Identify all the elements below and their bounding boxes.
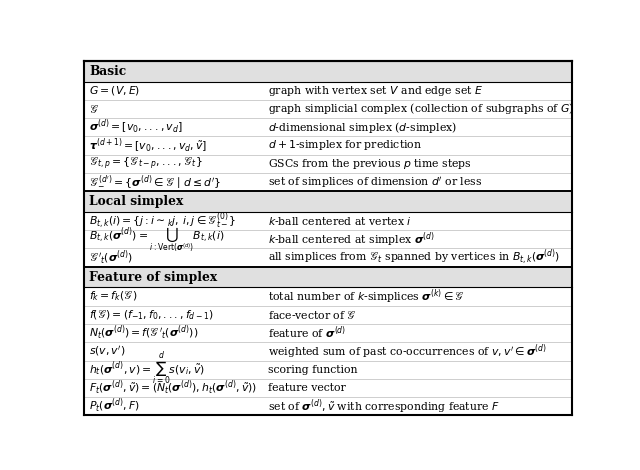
Bar xyxy=(84,306,572,324)
Text: $\mathscr{G}'_t(\boldsymbol{\sigma}^{(d)})$: $\mathscr{G}'_t(\boldsymbol{\sigma}^{(d)… xyxy=(89,249,133,266)
Text: weighted sum of past co-occurrences of $v, v' \in \boldsymbol{\sigma}^{(d)}$: weighted sum of past co-occurrences of $… xyxy=(269,342,547,361)
Text: set of $\boldsymbol{\sigma}^{(d)}, \tilde{v}$ with corresponding feature $F$: set of $\boldsymbol{\sigma}^{(d)}, \tild… xyxy=(269,397,500,415)
Text: graph simplicial complex (collection of subgraphs of $G$): graph simplicial complex (collection of … xyxy=(269,102,575,117)
Text: GSCs from the previous $p$ time steps: GSCs from the previous $p$ time steps xyxy=(269,157,472,171)
Text: $\boldsymbol{\sigma}^{(d)} = [v_0, ..., v_d]$: $\boldsymbol{\sigma}^{(d)} = [v_0, ..., … xyxy=(89,118,182,136)
Bar xyxy=(84,324,572,342)
Text: Basic: Basic xyxy=(89,65,126,78)
Text: $F_t(\boldsymbol{\sigma}^{(d)}, \tilde{v}) = (N_t(\boldsymbol{\sigma}^{(d)}), h_: $F_t(\boldsymbol{\sigma}^{(d)}, \tilde{v… xyxy=(89,379,257,397)
Text: Local simplex: Local simplex xyxy=(89,195,183,208)
Text: $N_t(\boldsymbol{\sigma}^{(d)}) = f(\mathscr{G}'_t(\boldsymbol{\sigma}^{(d)}))$: $N_t(\boldsymbol{\sigma}^{(d)}) = f(\mat… xyxy=(89,324,198,342)
Text: feature of $\boldsymbol{\sigma}^{(d)}$: feature of $\boldsymbol{\sigma}^{(d)}$ xyxy=(269,325,347,342)
Text: $P_t(\boldsymbol{\sigma}^{(d)}, F)$: $P_t(\boldsymbol{\sigma}^{(d)}, F)$ xyxy=(89,397,140,415)
Bar xyxy=(84,118,572,136)
Text: $G = (V, E)$: $G = (V, E)$ xyxy=(89,84,140,97)
Bar xyxy=(84,212,572,230)
Bar xyxy=(84,267,572,288)
Text: set of simplices of dimension $d'$ or less: set of simplices of dimension $d'$ or le… xyxy=(269,174,483,189)
Bar xyxy=(84,136,572,155)
Text: $B_{t,k}(i) = \{j : i \sim_k j,\, i, j \in \mathscr{G}_{t-}^{(0)}\}$: $B_{t,k}(i) = \{j : i \sim_k j,\, i, j \… xyxy=(89,211,236,231)
Text: $s(v, v')$: $s(v, v')$ xyxy=(89,345,125,359)
Bar xyxy=(84,191,572,212)
Text: scoring function: scoring function xyxy=(269,365,358,375)
Bar xyxy=(84,397,572,415)
Bar xyxy=(84,155,572,173)
Text: $\mathscr{G}$: $\mathscr{G}$ xyxy=(89,103,99,115)
Text: total number of $k$-simplices $\boldsymbol{\sigma}^{(k)} \in \mathscr{G}$: total number of $k$-simplices $\boldsymb… xyxy=(269,287,465,306)
Bar xyxy=(84,230,572,249)
Text: $\boldsymbol{\tau}^{(d+1)} = [v_0, ..., v_d, \tilde{v}]$: $\boldsymbol{\tau}^{(d+1)} = [v_0, ..., … xyxy=(89,136,207,155)
Text: $d+1$-simplex for prediction: $d+1$-simplex for prediction xyxy=(269,139,422,152)
Text: all simplices from $\mathscr{G}_t$ spanned by vertices in $B_{t,k}(\boldsymbol{\: all simplices from $\mathscr{G}_t$ spann… xyxy=(269,248,561,267)
Text: $k$-ball centered at vertex $i$: $k$-ball centered at vertex $i$ xyxy=(269,215,412,227)
Text: $B_{t,k}(\boldsymbol{\sigma}^{(d)}) = \bigcup_{i:\mathrm{Vert}(\boldsymbol{\sigm: $B_{t,k}(\boldsymbol{\sigma}^{(d)}) = \b… xyxy=(89,225,225,254)
Text: $\mathscr{G}_{t,p} = \{\mathscr{G}_{t-p}, ..., \mathscr{G}_t\}$: $\mathscr{G}_{t,p} = \{\mathscr{G}_{t-p}… xyxy=(89,156,203,172)
Bar xyxy=(84,81,572,100)
Bar xyxy=(84,100,572,118)
Text: Feature of simplex: Feature of simplex xyxy=(89,271,217,283)
Bar xyxy=(84,379,572,397)
Text: face-vector of $\mathscr{G}$: face-vector of $\mathscr{G}$ xyxy=(269,309,358,321)
Bar xyxy=(84,360,572,379)
Bar xyxy=(84,173,572,191)
Bar xyxy=(84,249,572,267)
Text: $h_t(\boldsymbol{\sigma}^{(d)}, v) = \sum_{i=0}^{d} s(v_i, \tilde{v})$: $h_t(\boldsymbol{\sigma}^{(d)}, v) = \su… xyxy=(89,351,205,388)
Text: $f_k = f_k(\mathscr{G})$: $f_k = f_k(\mathscr{G})$ xyxy=(89,290,138,304)
Text: $\mathscr{G}_{-}^{(d')} = \{\boldsymbol{\sigma}^{(d)} \in \mathscr{G} \mid d \le: $\mathscr{G}_{-}^{(d')} = \{\boldsymbol{… xyxy=(89,173,221,191)
Text: graph with vertex set $V$ and edge set $E$: graph with vertex set $V$ and edge set $… xyxy=(269,84,484,98)
Bar xyxy=(84,342,572,360)
Text: $f(\mathscr{G}) = (f_{-1}, f_0, ..., f_{d-1})$: $f(\mathscr{G}) = (f_{-1}, f_0, ..., f_{… xyxy=(89,308,214,321)
Bar xyxy=(84,61,572,81)
Bar xyxy=(84,288,572,306)
Text: $k$-ball centered at simplex $\boldsymbol{\sigma}^{(d)}$: $k$-ball centered at simplex $\boldsymbo… xyxy=(269,230,436,249)
Text: feature vector: feature vector xyxy=(269,383,346,393)
Text: $d$-dimensional simplex ($d$-simplex): $d$-dimensional simplex ($d$-simplex) xyxy=(269,120,458,135)
